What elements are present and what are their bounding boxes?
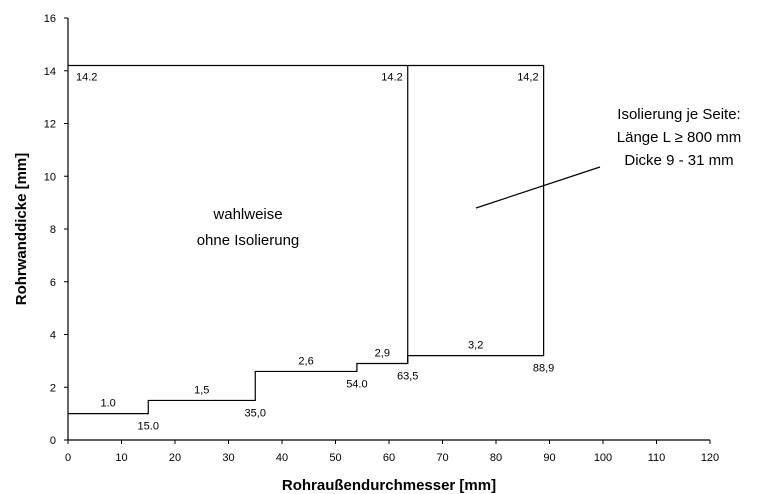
- x-tick-label: 30: [222, 452, 234, 464]
- y-tick-label: 6: [50, 277, 56, 289]
- y-tick-label: 8: [50, 224, 56, 236]
- breakpoint-label: 63,5: [397, 371, 418, 383]
- annotation-line-3: Dicke 9 - 31 mm: [624, 152, 733, 169]
- breakpoint-label: 35,0: [245, 407, 266, 419]
- x-tick-label: 0: [65, 452, 71, 464]
- step-value-label: 3,2: [468, 340, 483, 352]
- y-tick-label: 2: [50, 382, 56, 394]
- x-tick-label: 10: [115, 452, 127, 464]
- y-tick-label: 10: [44, 171, 56, 183]
- annotation-line-2: ohne Isolierung: [197, 232, 300, 249]
- data-labels: 1.0 1,5 2,6 2,9 3,2 15.0 35,0 54.0 63,5 88,9 14.2 1…: [76, 71, 554, 432]
- x-tick-label: 70: [436, 452, 448, 464]
- annotation-line-1: Isolierung je Seite:: [617, 106, 740, 123]
- breakpoint-label: 54.0: [346, 378, 367, 390]
- y-tick-label: 12: [44, 119, 56, 131]
- x-tick-label: 100: [594, 452, 612, 464]
- breakpoint-label: 88,9: [533, 363, 554, 375]
- breakpoint-label: 15.0: [138, 421, 159, 433]
- x-tick-label: 120: [701, 452, 719, 464]
- x-tick-label: 110: [648, 452, 666, 464]
- x-axis-title: Rohraußendurchmesser [mm]: [282, 477, 496, 494]
- annotation-line-2: Länge L ≥ 800 mm: [617, 129, 741, 146]
- step-value-label: 1,5: [194, 384, 209, 396]
- top-value-label: 14,2: [517, 71, 538, 83]
- step-value-label: 2,9: [375, 348, 390, 360]
- x-tick-label: 60: [383, 452, 395, 464]
- y-ticks: 0 2 4 6 8 10 12 14 16: [44, 13, 68, 447]
- region-annotation-right: Isolierung je Seite: Länge L ≥ 800 mm Di…: [475, 106, 741, 209]
- step-value-label: 2,6: [298, 355, 313, 367]
- y-tick-label: 4: [50, 330, 56, 342]
- x-tick-label: 80: [490, 452, 502, 464]
- y-axis-title: Rohrwanddicke [mm]: [13, 153, 30, 306]
- x-tick-label: 40: [276, 452, 288, 464]
- top-value-label: 14.2: [76, 71, 97, 83]
- top-value-label: 14.2: [381, 71, 402, 83]
- series: [68, 64, 545, 415]
- annotation-pointer-line: [475, 166, 601, 209]
- series-line-1: [68, 65, 545, 415]
- y-tick-label: 0: [50, 435, 56, 447]
- x-tick-label: 50: [329, 452, 341, 464]
- y-tick-label: 14: [44, 66, 56, 78]
- annotation-line-1: wahlweise: [212, 206, 282, 223]
- region-annotation-left: wahlweise ohne Isolierung: [197, 206, 300, 249]
- x-tick-label: 90: [543, 452, 555, 464]
- y-tick-label: 16: [44, 13, 56, 25]
- step-value-label: 1.0: [100, 398, 115, 410]
- x-tick-label: 20: [169, 452, 181, 464]
- x-ticks: 0 10 20 30 40 50 60 70 80 90 100 110 120: [65, 440, 719, 464]
